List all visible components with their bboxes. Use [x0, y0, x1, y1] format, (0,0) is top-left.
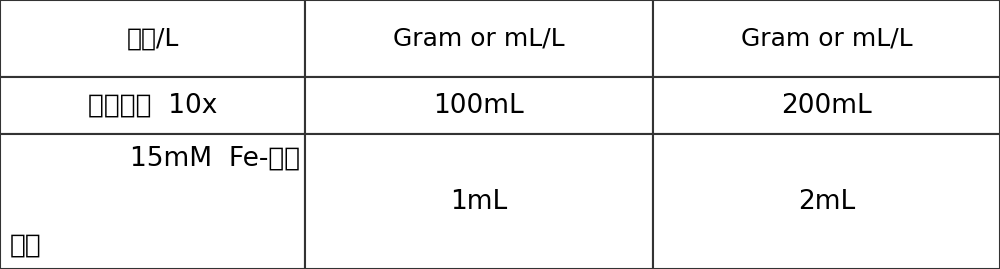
Bar [0, 0, 305, 77]
Bar [0, 77, 305, 134]
Text: 200mL: 200mL [781, 93, 872, 119]
Bar [305, 77, 653, 134]
Bar [653, 0, 1000, 77]
Text: 15mM  Fe-柠橬: 15mM Fe-柠橬 [130, 145, 300, 171]
Bar [653, 134, 1000, 269]
Bar [305, 0, 653, 77]
Text: 成分/L: 成分/L [126, 26, 179, 50]
Bar [0, 134, 305, 269]
Bar [653, 77, 1000, 134]
Text: 酸盐: 酸盐 [10, 232, 42, 258]
Bar [305, 134, 653, 269]
Text: 2mL: 2mL [798, 189, 855, 215]
Text: 大量元素  10x: 大量元素 10x [88, 93, 217, 119]
Text: Gram or mL/L: Gram or mL/L [741, 26, 912, 50]
Text: 1mL: 1mL [450, 189, 508, 215]
Text: Gram or mL/L: Gram or mL/L [393, 26, 565, 50]
Text: 100mL: 100mL [434, 93, 524, 119]
